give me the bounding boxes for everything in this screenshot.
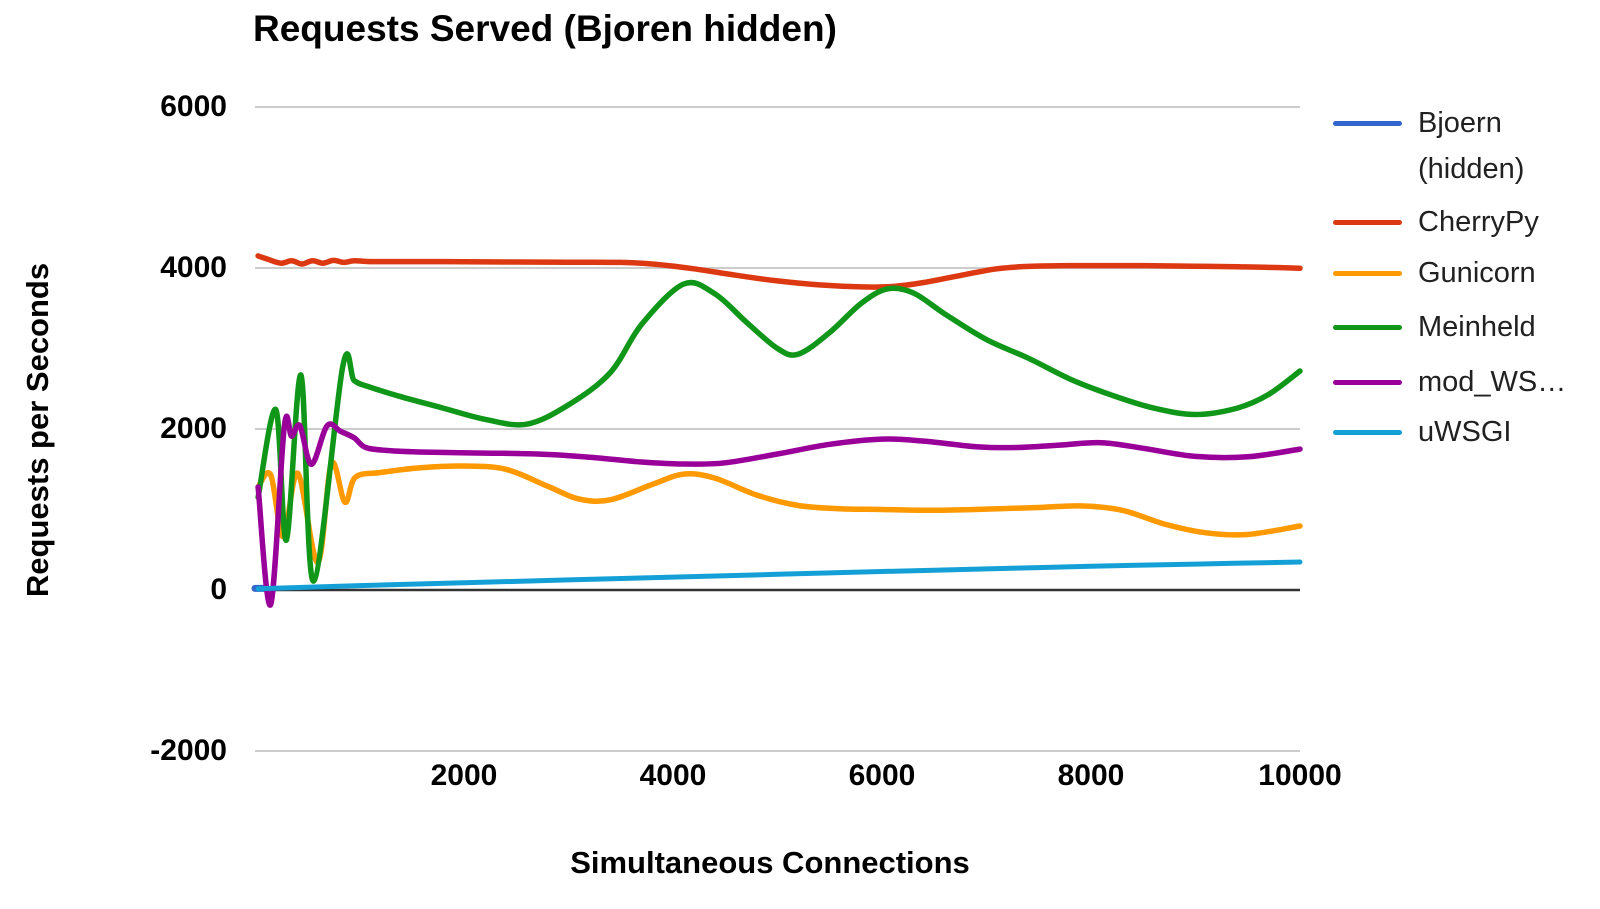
legend-swatch: [1333, 270, 1402, 276]
legend-item-cherrypy: CherryPy: [1333, 204, 1539, 240]
x-tick-label: 2000: [430, 759, 498, 792]
y-tick-label: 0: [210, 573, 227, 606]
legend-item-meinheld: Meinheld: [1333, 309, 1536, 345]
x-tick-label: 6000: [848, 759, 916, 792]
legend-label-line2: (hidden): [1418, 153, 1525, 185]
x-tick-label: 8000: [1057, 759, 1125, 792]
legend-label: CherryPy: [1418, 206, 1539, 238]
y-tick-label: 2000: [160, 412, 227, 445]
series-line-cherrypy: [255, 253, 1303, 290]
legend-item-uwsgi: uWSGI: [1333, 414, 1511, 450]
legend-label: Meinheld: [1418, 311, 1536, 343]
series-line-meinheld: [255, 279, 1303, 584]
x-axis-title: Simultaneous Connections: [570, 845, 970, 880]
legend-label: uWSGI: [1418, 416, 1512, 448]
series-line-uwsgi: [255, 559, 1303, 592]
y-tick-label: 6000: [160, 90, 227, 123]
y-tick-label: -2000: [150, 734, 227, 767]
legend-label: mod_WS…: [1418, 366, 1567, 398]
legend-swatch: [1333, 379, 1402, 385]
legend-label: Gunicorn: [1418, 257, 1536, 289]
series-line-mod-ws-: [255, 413, 1303, 608]
x-tick-label: 4000: [639, 759, 707, 792]
y-tick-label: 4000: [160, 251, 227, 284]
x-tick-label: 10000: [1258, 759, 1342, 792]
legend-swatch: [1333, 429, 1402, 435]
legend-swatch: [1333, 120, 1402, 126]
legend-item-gunicorn: Gunicorn: [1333, 255, 1536, 291]
legend-item-bjoern: Bjoern: [1333, 105, 1502, 141]
legend-label: Bjoern: [1418, 107, 1502, 139]
legend-swatch: [1333, 219, 1402, 225]
series-line-gunicorn: [255, 459, 1303, 566]
chart-title: Requests Served (Bjoren hidden): [253, 8, 837, 49]
legend-item-mod-ws-: mod_WS…: [1333, 364, 1566, 400]
legend-swatch: [1333, 324, 1402, 330]
